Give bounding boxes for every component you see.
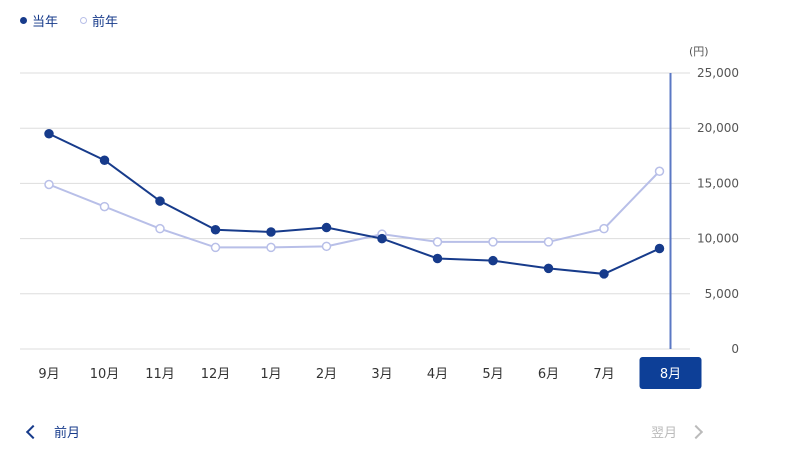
x-tick-label[interactable]: 10月 bbox=[90, 367, 120, 382]
line-chart: 25,000 20,000 15,000 10,000 5,000 0 (円) 9月 10月 1… bbox=[20, 45, 739, 389]
y-tick-label: 10,000 bbox=[697, 232, 739, 246]
chevron-left-icon bbox=[25, 424, 41, 439]
y-tick-label: 25,000 bbox=[697, 66, 739, 80]
current-year-point[interactable] bbox=[377, 233, 387, 244]
legend-marker-current bbox=[20, 17, 27, 24]
previous-year-point[interactable] bbox=[654, 166, 665, 177]
current-year-point[interactable] bbox=[266, 227, 276, 237]
x-tick-label[interactable]: 6月 bbox=[538, 367, 559, 382]
y-unit-label: (円) bbox=[689, 45, 709, 58]
current-year-point[interactable] bbox=[99, 155, 110, 165]
x-tick-selected-bg[interactable] bbox=[639, 357, 702, 389]
chart-legend: 当年 前年 bbox=[20, 11, 140, 30]
x-tick-label[interactable]: 11月 bbox=[145, 367, 175, 382]
legend-label-previous: 前年 bbox=[92, 15, 119, 30]
x-tick-label[interactable]: 7月 bbox=[593, 367, 614, 382]
previous-year-point[interactable] bbox=[599, 223, 609, 234]
y-tick-label: 20,000 bbox=[697, 121, 739, 135]
series-previous-year bbox=[44, 166, 665, 253]
legend-item-current[interactable]: 当年 bbox=[20, 11, 58, 30]
y-tick-label: 5,000 bbox=[705, 287, 739, 301]
x-axis: 9月 10月 11月 12月 1月 2月 3月 4月 5月 6月 7月 8月 bbox=[38, 357, 702, 389]
next-month-label: 翌月 bbox=[650, 426, 677, 441]
y-tick-label: 15,000 bbox=[697, 176, 739, 190]
chevron-right-icon bbox=[688, 424, 704, 439]
x-tick-label[interactable]: 4月 bbox=[427, 367, 448, 382]
legend-label-current: 当年 bbox=[32, 15, 59, 30]
current-year-point[interactable] bbox=[321, 222, 332, 233]
current-year-point[interactable] bbox=[155, 196, 165, 206]
previous-month-label: 前月 bbox=[54, 426, 81, 441]
previous-year-point[interactable] bbox=[432, 237, 443, 247]
x-tick-label[interactable]: 3月 bbox=[371, 367, 392, 382]
previous-year-point[interactable] bbox=[99, 201, 110, 212]
x-tick-label[interactable]: 2月 bbox=[316, 367, 337, 382]
current-year-point[interactable] bbox=[210, 225, 221, 235]
previous-year-point[interactable] bbox=[210, 242, 221, 253]
previous-year-line bbox=[48, 170, 661, 249]
previous-year-point[interactable] bbox=[266, 242, 276, 253]
legend-item-previous[interactable]: 前年 bbox=[80, 11, 118, 30]
current-year-point[interactable] bbox=[543, 263, 554, 274]
previous-year-point[interactable] bbox=[543, 237, 554, 247]
y-tick-label: 0 bbox=[731, 342, 739, 356]
previous-year-point[interactable] bbox=[488, 237, 498, 247]
previous-year-point[interactable] bbox=[44, 179, 54, 190]
legend-marker-previous bbox=[80, 17, 88, 24]
x-tick-label[interactable]: 9月 bbox=[38, 367, 59, 382]
current-year-point[interactable] bbox=[44, 128, 54, 139]
series-current-year bbox=[44, 128, 665, 279]
current-year-line bbox=[48, 132, 660, 275]
y-axis: 25,000 20,000 15,000 10,000 5,000 0 (円) bbox=[689, 45, 739, 356]
previous-month-button[interactable]: 前月 bbox=[24, 422, 80, 441]
current-year-point[interactable] bbox=[654, 243, 665, 254]
current-year-point[interactable] bbox=[432, 253, 443, 264]
x-tick-label[interactable]: 5月 bbox=[482, 367, 503, 382]
current-year-point[interactable] bbox=[488, 255, 498, 266]
x-tick-label[interactable]: 8月 bbox=[660, 367, 681, 382]
next-month-button[interactable]: 翌月 bbox=[650, 422, 704, 441]
previous-year-point[interactable] bbox=[321, 241, 332, 252]
current-year-point[interactable] bbox=[599, 269, 609, 279]
previous-year-point[interactable] bbox=[155, 223, 165, 234]
x-tick-label[interactable]: 1月 bbox=[260, 367, 281, 382]
x-tick-label[interactable]: 12月 bbox=[201, 367, 231, 382]
grid-lines bbox=[20, 72, 690, 350]
